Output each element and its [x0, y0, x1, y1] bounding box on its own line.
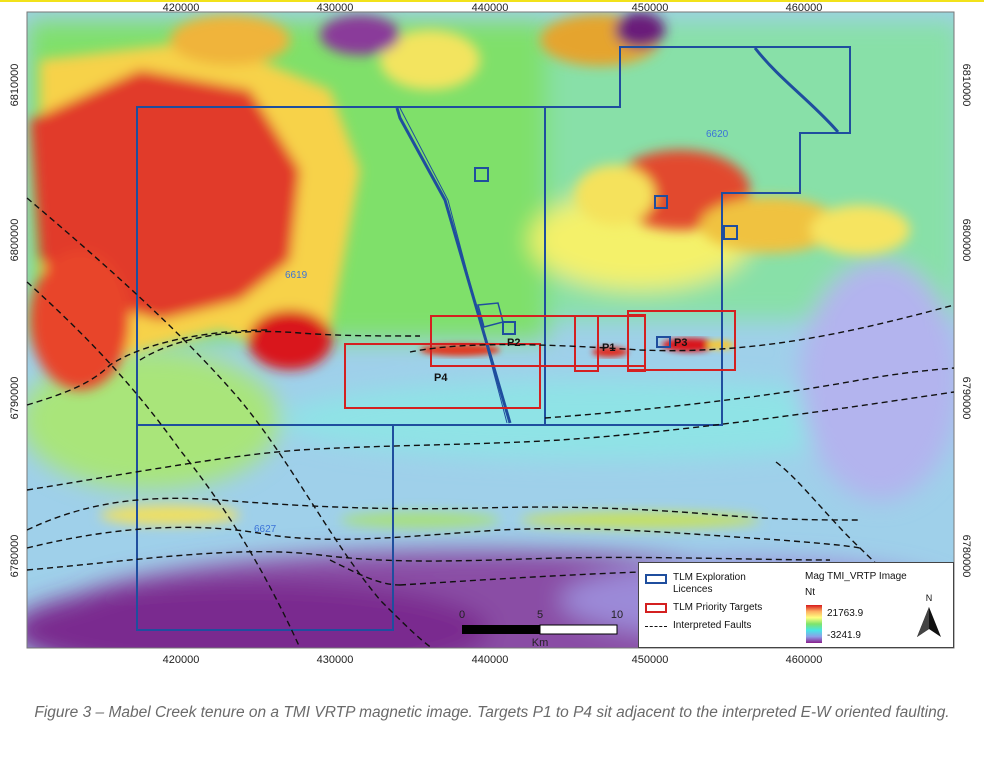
- licence-label-6620: 6620: [706, 129, 729, 140]
- licence-labels: 6620 6619 6627: [254, 129, 729, 535]
- north-arrow-icon: [917, 607, 941, 637]
- fault-line-ew-7: [399, 571, 641, 586]
- x-tick-top-4: 450000: [632, 2, 669, 14]
- legend-licence-swatch: [645, 574, 667, 584]
- fault-line-ew-2: [544, 367, 955, 419]
- x-axis-bottom-ticks: 420000 430000 440000 450000 460000: [163, 654, 823, 666]
- fault-line-main-ew: [409, 304, 955, 353]
- y-tick-left-3: 6790000: [9, 377, 21, 420]
- y-tick-left-4: 6780000: [9, 535, 21, 578]
- target-label-p3: P3: [674, 337, 687, 349]
- y-tick-right-4: 6780000: [960, 535, 972, 578]
- y-axis-right-ticks: 6810000 6800000 6790000 6780000: [960, 64, 972, 578]
- legend-north-label: N: [925, 593, 933, 603]
- x-tick-top-1: 420000: [163, 2, 200, 14]
- scale-segment-light: [539, 624, 618, 635]
- x-tick-bottom-4: 450000: [632, 654, 669, 666]
- licence-ne-curve: [753, 47, 840, 133]
- legend-color-ramp: [806, 605, 822, 643]
- legend-min-value: -3241.9: [827, 630, 861, 641]
- fault-line-ew-6: [26, 551, 831, 571]
- licence-block-a: [474, 167, 489, 182]
- scale-label-10: 10: [611, 609, 623, 621]
- map-frame: [26, 11, 955, 649]
- legend-licences-row: TLM Exploration Licences: [645, 572, 763, 596]
- scale-label-5: 5: [537, 609, 543, 621]
- legend-licences-label: TLM Exploration Licences: [673, 572, 746, 595]
- x-tick-bottom-2: 430000: [317, 654, 354, 666]
- scale-unit: Km: [532, 637, 549, 649]
- legend-unit: Nt: [805, 587, 815, 598]
- map-legend: TLM Exploration Licences TLM Priority Ta…: [638, 562, 954, 648]
- scale-segment-dark: [462, 625, 540, 634]
- fault-line-w: [26, 329, 271, 406]
- legend-faults-label: Interpreted Faults: [673, 620, 752, 631]
- licence-block-c: [723, 225, 738, 240]
- legend-fault-swatch: [645, 626, 667, 627]
- legend-targets-row: TLM Priority Targets: [645, 602, 793, 614]
- x-tick-bottom-1: 420000: [163, 654, 200, 666]
- licence-label-6619: 6619: [285, 270, 308, 281]
- interpreted-faults: [26, 197, 955, 649]
- scale-label-0: 0: [459, 609, 465, 621]
- x-tick-top-5: 460000: [786, 2, 823, 14]
- x-axis-top-ticks: 420000 430000 440000 450000 460000: [163, 2, 823, 14]
- x-tick-bottom-5: 460000: [786, 654, 823, 666]
- licence-small-polygon: [477, 302, 504, 328]
- y-tick-left-1: 6810000: [9, 64, 21, 107]
- target-p3-inner-box: [627, 314, 646, 372]
- y-axis-left-ticks: 6810000 6800000 6790000 6780000: [9, 64, 21, 578]
- target-p4-box: [344, 343, 541, 409]
- target-label-p4: P4: [434, 372, 448, 384]
- target-label-p1: P1: [602, 342, 615, 354]
- legend-image-title: Mag TMI_VRTP Image: [805, 571, 907, 582]
- target-labels: P1 P2 P3 P4: [434, 337, 687, 384]
- licence-6627-boundary: [136, 424, 394, 631]
- legend-target-swatch: [645, 603, 667, 613]
- fault-line-nw-1: [26, 197, 433, 649]
- target-label-p2: P2: [507, 337, 520, 349]
- scale-bar: 0 5 10 Km: [459, 609, 623, 649]
- x-tick-top-3: 440000: [472, 2, 509, 14]
- licence-block-e: [656, 336, 671, 348]
- fault-line-p4-arc: [139, 330, 421, 361]
- figure-caption: Figure 3 – Mabel Creek tenure on a TMI V…: [34, 704, 950, 721]
- legend-targets-label: TLM Priority Targets: [673, 602, 763, 613]
- licence-label-6627: 6627: [254, 524, 277, 535]
- top-border-line: [0, 0, 984, 2]
- y-tick-right-3: 6790000: [960, 377, 972, 420]
- y-tick-left-2: 6800000: [9, 219, 21, 262]
- x-tick-top-2: 430000: [317, 2, 354, 14]
- x-tick-bottom-3: 440000: [472, 654, 509, 666]
- target-p1-box: [574, 315, 599, 372]
- fault-line-ew-5: [26, 526, 861, 549]
- priority-targets: [344, 310, 736, 409]
- fault-line-sw-splay: [329, 559, 401, 586]
- licence-corridor-inner-line: [399, 107, 508, 424]
- y-tick-right-1: 6810000: [960, 64, 972, 107]
- y-tick-right-2: 6800000: [960, 219, 972, 262]
- licence-6620-boundary: [545, 46, 851, 426]
- legend-faults-row: Interpreted Faults: [645, 620, 793, 632]
- licence-boundaries: [136, 46, 851, 631]
- fault-line-ew-4: [26, 497, 861, 531]
- legend-max-value: 21763.9: [827, 608, 864, 619]
- licence-block-d: [502, 321, 516, 335]
- licence-block-b: [654, 195, 668, 209]
